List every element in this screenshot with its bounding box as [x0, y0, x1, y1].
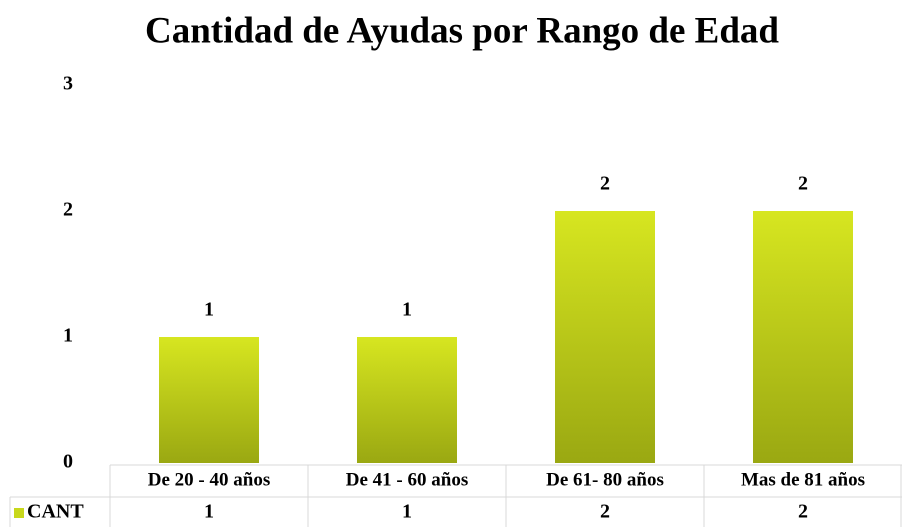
- chart-title: Cantidad de Ayudas por Rango de Edad: [145, 10, 779, 51]
- data-label: 2: [798, 173, 808, 195]
- bar: [555, 211, 655, 463]
- y-tick-label: 3: [63, 73, 73, 95]
- bar: [159, 337, 259, 463]
- legend-label: CANT: [27, 501, 84, 523]
- y-tick-label: 1: [63, 325, 73, 347]
- y-tick-label: 2: [63, 199, 73, 221]
- bar: [357, 337, 457, 463]
- y-tick-label: 0: [63, 451, 73, 473]
- table-value: 1: [402, 501, 412, 523]
- data-label: 1: [204, 299, 214, 321]
- x-tick-label: Mas de 81 años: [741, 469, 865, 490]
- data-label: 1: [402, 299, 412, 321]
- table-value: 1: [204, 501, 214, 523]
- table-value: 2: [798, 501, 808, 523]
- data-label: 2: [600, 173, 610, 195]
- bar: [753, 211, 853, 463]
- legend-swatch: [14, 508, 24, 518]
- x-tick-label: De 41 - 60 años: [346, 469, 468, 490]
- x-tick-label: De 61- 80 años: [546, 469, 664, 490]
- x-tick-label: De 20 - 40 años: [148, 469, 270, 490]
- table-value: 2: [600, 501, 610, 523]
